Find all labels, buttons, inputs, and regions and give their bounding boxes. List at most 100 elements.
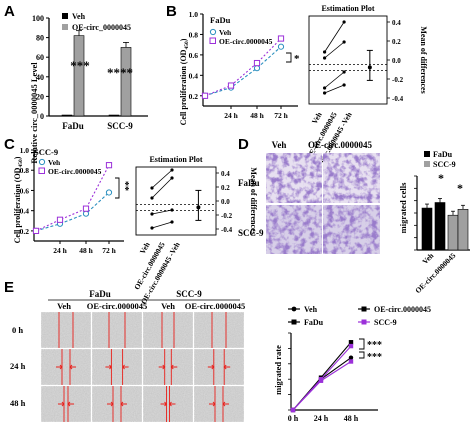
paired-line: [324, 84, 345, 94]
panel-a-sig-fadu: ***: [70, 58, 90, 73]
panel-a-ytick-label: 100: [32, 14, 44, 23]
panel-letter-b: B: [166, 3, 177, 20]
migration-arrow-icon: [105, 364, 113, 370]
wound-image-texture: [194, 312, 244, 348]
ytick-label: 0.4: [189, 71, 199, 80]
panel-letter-e: E: [4, 279, 14, 296]
panel-e-sig-1: ***: [367, 340, 382, 351]
panel-a-ytick-label: 20: [36, 92, 44, 101]
est-ytick-label: -0.2: [221, 212, 233, 220]
point-veh: [82, 210, 90, 217]
xtick-label: 24 h: [53, 246, 67, 255]
panel-d-legend-fadu: FaDu: [433, 150, 453, 159]
panel-b-legend-veh: Veh: [219, 28, 232, 37]
migration-arrow-icon: [121, 364, 129, 370]
panel-e-col-4: OE-circ.0000045: [185, 301, 246, 311]
panel-b-sig: *: [294, 53, 300, 65]
transwell-image-scc9-veh: [266, 205, 322, 254]
migration-arrow-icon: [69, 364, 76, 370]
legend-label-0: Veh: [304, 305, 318, 314]
point-oe: [105, 162, 113, 169]
migration-arrow-icon: [222, 401, 229, 407]
series-line-OE-circ.0000045: [204, 38, 282, 97]
panel-d-xlabel-oe: OE-circ.0000045: [413, 251, 457, 295]
paired-point: [342, 40, 346, 44]
panel-e-xtick-label: 48 h: [344, 414, 359, 423]
legend-label-3: SCC-9: [374, 318, 397, 327]
panel-e-sig-2: ***: [367, 352, 382, 363]
panel-b-ylabel: Cell proliferation (OD450): [179, 38, 190, 125]
wound-image-texture: [194, 349, 244, 385]
bar-SCC-9-Veh: [447, 214, 459, 251]
point-oe: [56, 216, 64, 223]
migration-arrow-icon: [168, 401, 176, 407]
wound-image-texture: [92, 349, 142, 385]
bar-OE-circ_0000045-SCC-9: [120, 47, 132, 117]
est-ytick-label: 0.2: [221, 184, 230, 192]
panel-d-col-veh: Veh: [272, 140, 287, 150]
legend-marker: [291, 306, 297, 312]
panel-a-xlabel-fadu: FaDu: [62, 121, 84, 131]
panel-d-xlabel-veh: Veh: [420, 250, 436, 266]
transwell-image-fadu-oe: [323, 153, 380, 203]
panel-c-legend-veh: Veh: [48, 158, 61, 167]
xtick-label: 48 h: [79, 246, 93, 255]
paired-point: [342, 83, 346, 87]
panel-b-title: FaDu: [210, 15, 231, 25]
legend-swatch-oe: [62, 24, 68, 30]
paired-point: [323, 56, 327, 60]
paired-point: [150, 212, 154, 216]
ytick-label: 0.6: [189, 51, 199, 60]
paired-line: [151, 169, 173, 189]
panel-e-cell-fadu: FaDu: [89, 289, 111, 299]
series-point: [348, 340, 354, 345]
legend-marker: [291, 319, 297, 325]
panel-a-bar-chart: Relative circ_0000045 Level 0 20 40 60 80 100…: [29, 12, 148, 164]
legend-label-2: FaDu: [304, 318, 324, 327]
ytick-label: 0.4: [20, 207, 30, 216]
panel-d-ylabel: migrated cells: [398, 182, 408, 233]
panel-a-ylabel: Relative circ_0000045 Level: [29, 62, 39, 164]
series-line-0: [292, 357, 352, 411]
legend-swatch-veh: [62, 13, 68, 19]
legend-label-oe: OE-circ_0000045: [72, 23, 131, 32]
panel-c-legend-oe: OE-circ.0000045: [48, 167, 102, 176]
series-point: [290, 407, 296, 413]
panel-d-transwell: Veh OE-circ.0000045 FaDu SCC-9 migrated …: [238, 140, 470, 295]
bar-Veh-FaDu: [61, 114, 73, 117]
panel-b-est-right-label: Mean of differences: [419, 26, 428, 93]
wound-image-texture: [143, 349, 193, 385]
series-line-Veh: [35, 192, 110, 232]
panel-d-legend-swatch-scc9: [424, 161, 430, 167]
migration-arrow-icon: [58, 401, 65, 407]
xtick-label: 72 h: [274, 111, 288, 120]
ytick-label: 0.6: [20, 186, 30, 195]
transwell-image-scc9-oe: [323, 205, 380, 254]
transwell-image-fadu-veh: [266, 153, 322, 203]
est-ytick-label: -0.2: [392, 76, 404, 84]
paired-line: [151, 177, 173, 199]
panel-d-row-scc9: SCC-9: [238, 228, 264, 238]
migration-arrow-icon: [120, 401, 127, 407]
est-ytick-label: 0.0: [392, 57, 401, 65]
panel-e-row-48h: 48 h: [10, 398, 26, 408]
panel-c-est-right-label: Mean of differences: [249, 167, 258, 234]
point-veh: [253, 65, 261, 72]
panel-e-col-3: Veh: [161, 301, 175, 311]
panel-d-col-oe: OE-circ.0000045: [308, 140, 373, 150]
panel-c-line-chart: Cell proliferation (OD450) SCC-9 Veh OE-…: [13, 146, 258, 306]
panel-letter-d: D: [238, 136, 249, 153]
panel-a-ytick-label: 0: [40, 112, 44, 121]
paired-point: [150, 226, 154, 230]
panel-c-title: SCC-9: [34, 147, 58, 157]
bar-SCC-9-OE-circ.0000045: [457, 209, 469, 251]
panel-a-sig-scc9: ****: [107, 65, 133, 80]
point-oe: [32, 227, 40, 234]
panel-d-sig-2: *: [457, 181, 463, 195]
point-oe: [201, 92, 209, 99]
migration-arrow-icon: [158, 364, 166, 370]
est-ytick-label: -0.4: [221, 226, 233, 234]
est-ytick-label: 0.0: [221, 198, 230, 206]
point-veh: [277, 43, 285, 50]
